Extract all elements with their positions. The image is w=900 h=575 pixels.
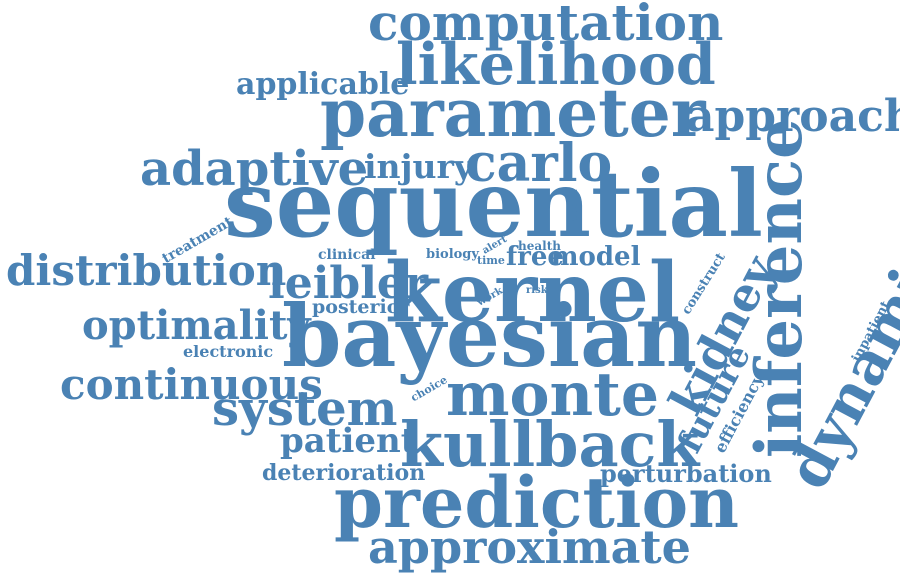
word-parameter: parameter (320, 74, 706, 152)
word-bayesian: bayesian (282, 287, 697, 387)
word-computation: computation (368, 0, 724, 52)
word-prediction: prediction (334, 461, 740, 544)
word-approximate: approximate (368, 520, 691, 574)
word-record: record (569, 189, 580, 226)
word-likelihood: likelihood (396, 31, 716, 98)
word-time: time (477, 254, 505, 267)
word-applicable: applicable (236, 67, 410, 102)
word-adaptive: adaptive (140, 141, 369, 197)
word-model: model (551, 242, 641, 272)
word-carlo: carlo (465, 133, 613, 194)
word-electronic: electronic (183, 342, 274, 361)
word-clinical: clinical (318, 247, 376, 263)
word-risk: risk (526, 285, 548, 296)
word-kullback: kullback (400, 408, 700, 481)
word-biology: biology (426, 247, 479, 262)
word-health: health (518, 239, 561, 253)
word-kernel: kernel (385, 245, 681, 341)
word-monte: monte (446, 360, 660, 430)
word-distribution: distribution (6, 246, 287, 295)
word-optimality: optimality (82, 302, 311, 349)
word-continuous: continuous (60, 360, 323, 409)
word-free: free (506, 242, 564, 272)
word-injury: injury (364, 147, 474, 186)
word-deterioration: deterioration (262, 460, 426, 486)
word-posterior: posterior (312, 296, 410, 318)
word-patient: patient (280, 421, 417, 461)
word-system: system (212, 381, 398, 437)
word-sequential: sequential (224, 150, 763, 258)
word-leibler: leibler (268, 258, 429, 309)
word-approach: approach (686, 91, 900, 142)
word-perturbation: perturbation (600, 459, 772, 488)
